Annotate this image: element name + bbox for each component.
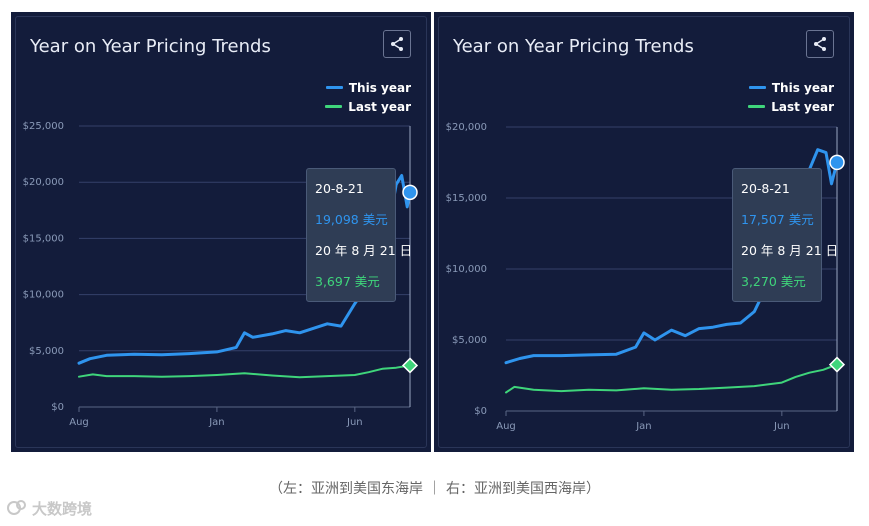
legend-label: Last year [348, 99, 411, 114]
legend-item-this-year[interactable]: This year [748, 78, 834, 97]
figure-caption: （左：亚洲到美国东海岸 ｜ 右：亚洲到美国西海岸） [269, 481, 600, 497]
watermark-logo-icon [7, 500, 26, 515]
y-tick-label: $0 [51, 402, 64, 413]
chart-panel-right: Year on Year Pricing Trends This year La… [434, 12, 854, 452]
legend-label: Last year [771, 99, 834, 114]
y-tick-label: $10,000 [446, 264, 487, 275]
y-tick-label: $15,000 [23, 233, 64, 244]
y-tick-label: $5,000 [29, 346, 64, 357]
hover-point-last-year[interactable] [401, 357, 419, 374]
hover-point-this-year[interactable] [829, 154, 845, 171]
series-line-last-year [78, 364, 411, 379]
y-tick-label: $20,000 [446, 122, 487, 133]
x-tick-label: Jan [635, 421, 651, 432]
series-line-last-year [505, 363, 838, 394]
tooltip-this-year-value: 17,507 美元 [741, 212, 814, 227]
y-tick-label: $20,000 [23, 177, 64, 188]
legend-item-last-year[interactable]: Last year [325, 97, 411, 116]
x-tick-label: Jun [346, 417, 363, 428]
legend-item-this-year[interactable]: This year [325, 78, 411, 97]
legend-swatch [325, 86, 343, 89]
x-tick-label: Aug [496, 421, 516, 432]
legend-swatch [748, 86, 766, 89]
share-button[interactable] [806, 30, 834, 58]
tooltip-date: 20-8-21 [741, 181, 790, 196]
chart-legend: This year Last year [325, 78, 411, 116]
hover-point-this-year[interactable] [402, 184, 418, 201]
chart-title: Year on Year Pricing Trends [453, 36, 694, 57]
chart-plot-area[interactable]: $0 $5,000 $10,000 $15,000 $20,000 $25,000 Aug J… [11, 12, 431, 452]
tooltip-this-year-value: 19,098 美元 [315, 212, 388, 227]
tooltip-last-year-value: 3,697 美元 [315, 274, 380, 289]
series-line-this-year [504, 148, 839, 365]
share-button[interactable] [383, 30, 411, 58]
chart-tooltip: 20-8-21 19,098 美元 20 年 8 月 21 日 3,697 美元 [306, 168, 413, 302]
chart-tooltip: 20-8-21 17,507 美元 20 年 8 月 21 日 3,270 美元 [732, 168, 839, 302]
tooltip-date: 20-8-21 [315, 181, 364, 196]
y-tick-label: $5,000 [452, 335, 487, 346]
hover-point-last-year[interactable] [828, 356, 846, 373]
x-tick-label: Jun [773, 421, 790, 432]
y-tick-label: $25,000 [23, 121, 64, 132]
tooltip-date-cn: 20 年 8 月 21 日 [315, 243, 413, 258]
chart-title: Year on Year Pricing Trends [30, 36, 271, 57]
legend-swatch [748, 105, 766, 108]
chart-panel-left: Year on Year Pricing Trends This year La… [11, 12, 431, 452]
panel-border [438, 16, 850, 448]
y-tick-label: $10,000 [23, 290, 64, 301]
panel-border [15, 16, 427, 448]
share-icon [391, 37, 403, 51]
legend-label: This year [771, 80, 834, 95]
share-icon [814, 37, 826, 51]
watermark-text: 大数跨境 [32, 499, 93, 518]
x-tick-label: Jan [208, 417, 224, 428]
x-tick-label: Aug [69, 417, 89, 428]
y-tick-label: $15,000 [446, 193, 487, 204]
tooltip-date-cn: 20 年 8 月 21 日 [741, 243, 839, 258]
watermark: 大数跨境 [6, 497, 92, 519]
legend-label: This year [348, 80, 411, 95]
legend-swatch [325, 105, 343, 108]
y-tick-label: $0 [474, 406, 487, 417]
tooltip-last-year-value: 3,270 美元 [741, 274, 806, 289]
chart-legend: This year Last year [748, 78, 834, 116]
legend-item-last-year[interactable]: Last year [748, 97, 834, 116]
